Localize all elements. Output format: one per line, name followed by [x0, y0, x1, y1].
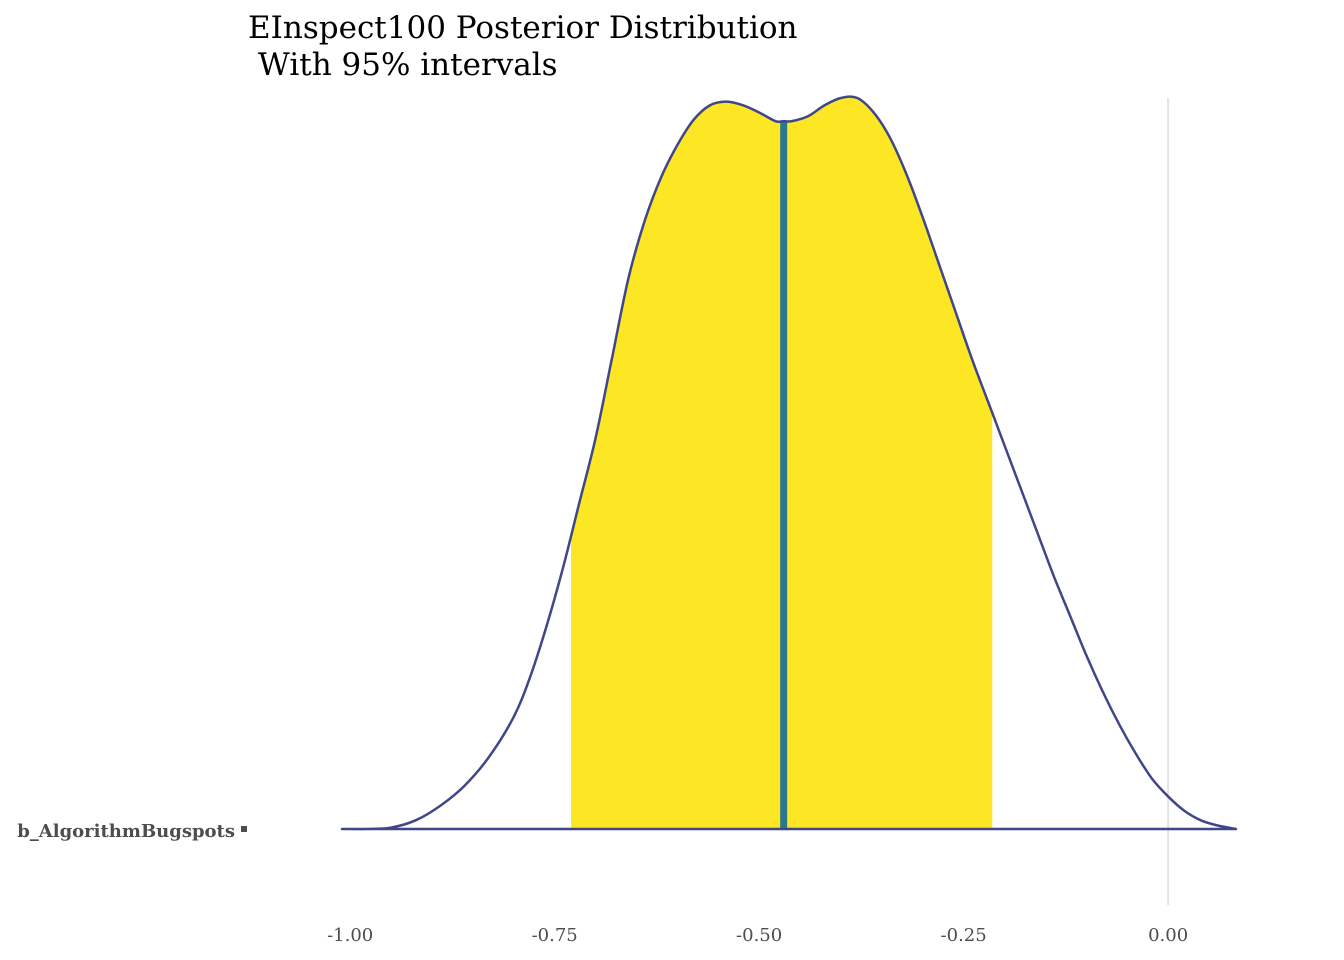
chart-subtitle: With 95% intervals: [258, 47, 558, 83]
parameter-label: b_AlgorithmBugspots: [17, 821, 235, 842]
x-axis-ticks: -1.00 -0.75 -0.50 -0.25 0.00: [327, 925, 1188, 946]
density-outline: [340, 95, 1238, 831]
parameter-tick-mark: [241, 826, 247, 832]
x-tick-label: 0.00: [1148, 925, 1188, 946]
chart-title: EInspect100 Posterior Distribution: [248, 10, 798, 46]
plot-area: [340, 95, 1238, 905]
x-tick-label: -0.75: [532, 925, 578, 946]
x-tick-label: -0.50: [736, 925, 782, 946]
x-tick-label: -1.00: [327, 925, 373, 946]
x-tick-label: -0.25: [941, 925, 987, 946]
